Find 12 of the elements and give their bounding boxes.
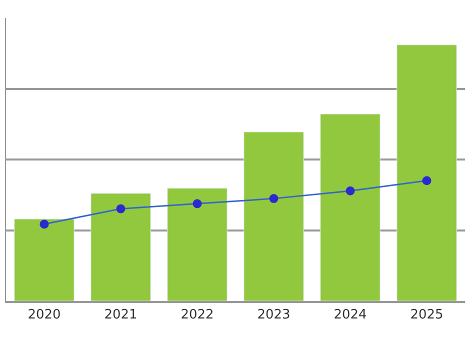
x-tick-label: 2024 xyxy=(334,308,367,323)
x-tick-label: 2025 xyxy=(410,308,444,323)
bar xyxy=(14,218,74,301)
bar xyxy=(244,132,304,301)
bar xyxy=(167,188,228,301)
x-tick-label: 2021 xyxy=(104,308,138,323)
x-tick-label: 2020 xyxy=(28,308,61,323)
bar xyxy=(320,114,380,301)
bar xyxy=(396,44,457,301)
bar xyxy=(90,193,151,301)
x-tick-label: 2022 xyxy=(180,308,214,323)
x-tick-label: 2023 xyxy=(257,308,290,323)
